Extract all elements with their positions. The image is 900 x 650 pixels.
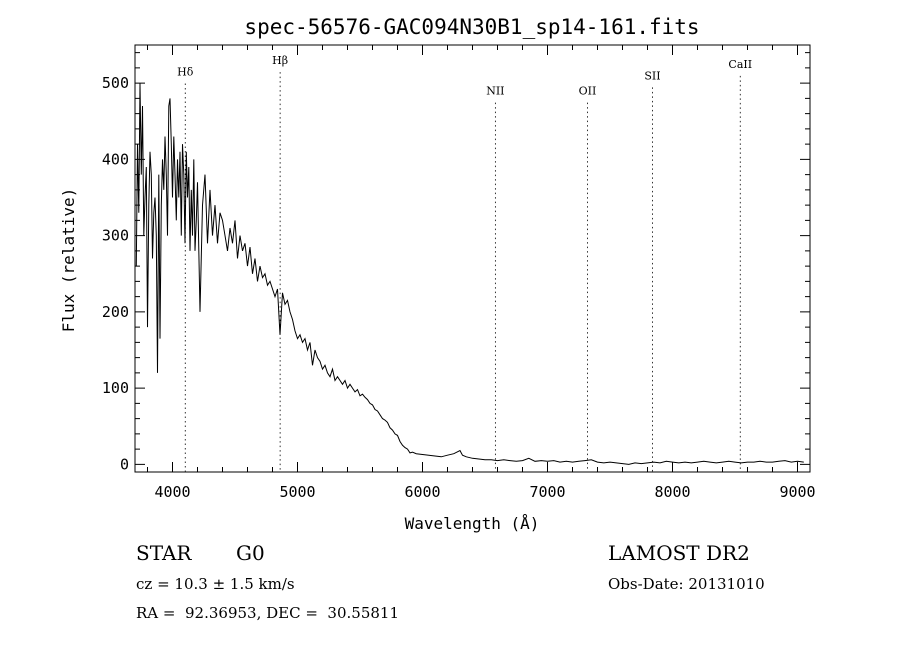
coordinates: RA = 92.36953, DEC = 30.55811 [136, 604, 400, 622]
x-tick-label-0: 4000 [154, 483, 190, 501]
x-axis-label: Wavelength (Å) [405, 514, 540, 533]
line-label-0: Hδ [177, 66, 194, 79]
object-subclass: G0 [236, 541, 265, 565]
survey-name: LAMOST DR2 [608, 541, 750, 565]
chart-title: spec-56576-GAC094N30B1_sp14-161.fits [244, 15, 699, 39]
x-tick-label-5: 9000 [779, 483, 815, 501]
y-tick-label-2: 200 [102, 303, 129, 321]
x-tick-label-2: 6000 [404, 483, 440, 501]
redshift-readout: cz = 10.3 ± 1.5 km/s [136, 575, 295, 593]
plot-frame [134, 44, 811, 473]
line-label-5: CaII [728, 58, 752, 71]
x-tick-label-1: 5000 [279, 483, 315, 501]
y-axis-label: Flux (relative) [59, 188, 78, 333]
x-tick-label-4: 8000 [654, 483, 690, 501]
y-tick-label-5: 500 [102, 74, 129, 92]
line-label-1: Hβ [272, 54, 288, 67]
spectrum-series-line [135, 83, 804, 465]
y-tick-label-1: 100 [102, 379, 129, 397]
y-tick-label-4: 400 [102, 150, 129, 168]
line-label-4: SII [644, 69, 660, 82]
object-class: STAR [136, 541, 192, 565]
y-tick-label-0: 0 [120, 455, 129, 473]
line-label-2: NII [486, 85, 504, 98]
y-tick-label-3: 300 [102, 227, 129, 245]
obs-date: Obs-Date: 20131010 [608, 575, 765, 593]
x-tick-label-3: 7000 [529, 483, 565, 501]
line-label-3: OII [579, 85, 597, 98]
